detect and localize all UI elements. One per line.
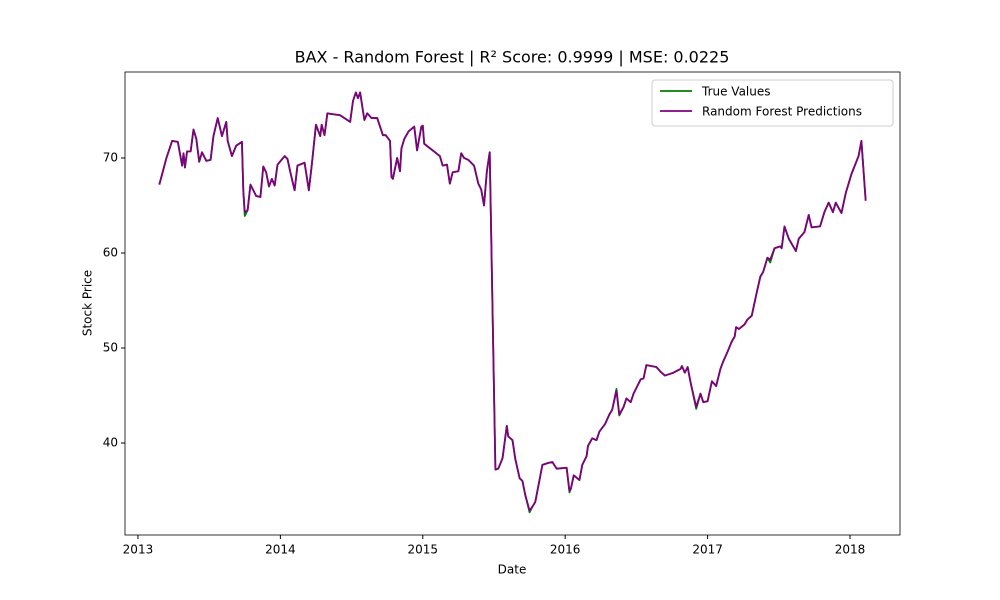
x-tick-label: 2017 — [692, 543, 723, 557]
y-tick-label: 50 — [103, 341, 118, 355]
legend-box — [651, 79, 894, 127]
plot-frame — [124, 71, 901, 536]
x-tick-label: 2016 — [550, 543, 581, 557]
x-tick-label: 2013 — [123, 543, 154, 557]
x-tick-label: 2015 — [408, 543, 439, 557]
legend-label: True Values — [701, 85, 771, 99]
y-tick-label: 60 — [103, 246, 118, 260]
x-tick-label: 2014 — [265, 543, 296, 557]
line-series — [158, 91, 867, 514]
chart-title: BAX - Random Forest | R² Score: 0.9999 |… — [295, 48, 730, 67]
line-series — [158, 91, 867, 512]
y-tick-label: 40 — [103, 436, 118, 450]
x-axis-label: Date — [498, 563, 527, 577]
legend-label: Random Forest Predictions — [702, 105, 862, 119]
y-tick-label: 70 — [103, 150, 118, 164]
y-axis-label: Stock Price — [81, 270, 95, 336]
x-tick-label: 2018 — [835, 543, 866, 557]
